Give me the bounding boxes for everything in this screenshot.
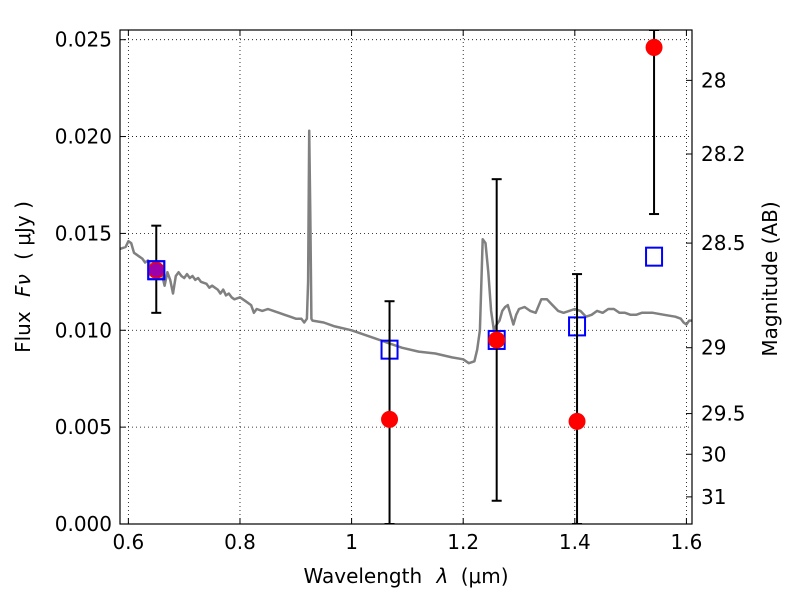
y-axis-title-unit: ( μJy ): [11, 201, 35, 260]
y2-tick-label: 28: [701, 68, 726, 92]
y-axis-title: Flux Fν ( μJy ): [11, 201, 35, 353]
y2-axis-title: Magnitude (AB): [758, 201, 782, 356]
x-axis-title-text: Wavelength: [303, 564, 422, 588]
y-tick-label: 0.005: [55, 415, 112, 439]
y2-tick-label: 31: [701, 485, 726, 509]
overlap-point: [149, 263, 164, 278]
y2-tick-label: 29: [701, 336, 726, 360]
x-axis-title-unit: (μm): [461, 564, 509, 588]
x-axis-title: Wavelength λ (μm): [303, 564, 508, 588]
x-tick-label: 1.4: [559, 530, 591, 554]
model-point-overlay: [147, 260, 166, 281]
y2-tick-label: 30: [701, 442, 726, 466]
x-tick-label: 0.6: [112, 530, 144, 554]
y-tick-label: 0.015: [55, 221, 112, 245]
data-point: [488, 331, 506, 349]
series-clip-group: [120, 30, 692, 524]
x-tick-label: 1.6: [671, 530, 703, 554]
y2-tick-label: 28.2: [701, 142, 746, 166]
data-point: [381, 410, 399, 428]
y2-tick-label: 29.5: [701, 402, 746, 426]
plot-area: [120, 30, 692, 524]
model-point: [645, 246, 664, 267]
x-tick-label: 1.2: [447, 530, 479, 554]
y-tick-label: 0.020: [55, 125, 112, 149]
y-tick-label: 0.000: [55, 512, 112, 536]
y-tick-label: 0.025: [55, 28, 112, 52]
data-point: [645, 38, 663, 56]
data-point: [568, 412, 586, 430]
series-line-template-spectrum: [120, 129, 692, 365]
series-layer: [120, 30, 692, 524]
x-axis-title-symbol: λ: [436, 564, 449, 588]
plot-frame: [119, 29, 693, 525]
y2-tick-label: 28.5: [701, 231, 746, 255]
y-axis-title-symbol: Fν: [11, 274, 35, 297]
tick-layer: 0.6 0.8 1 1.2 1.4 1.6 0.000 0.005 0.010 0.015 0.02…: [55, 28, 746, 554]
y-axis-title-text: Flux: [11, 311, 35, 353]
x-tick-label: 0.8: [224, 530, 256, 554]
y-tick-label: 0.010: [55, 318, 112, 342]
x-tick-label: 1: [345, 530, 358, 554]
